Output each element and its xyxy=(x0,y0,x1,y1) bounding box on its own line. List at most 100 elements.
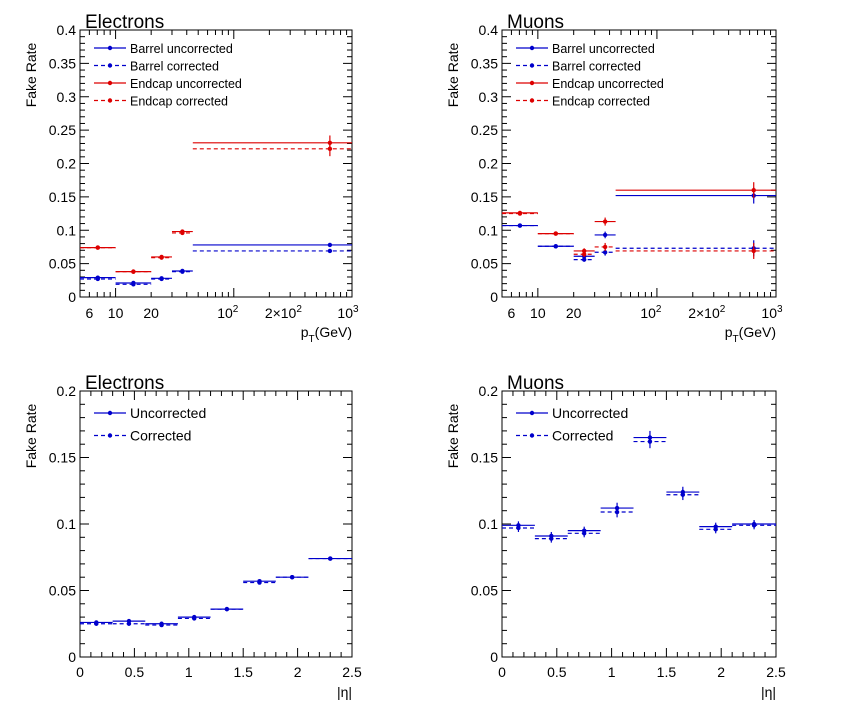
chart-3: 0 0.05 0.1 0.15 0.2 0 0.5 1 1.5 2 2.5 Muons Fake Rat… xyxy=(445,373,786,700)
y-axis-label: Fake Rate xyxy=(445,403,461,468)
y-tick-label: 0.3 xyxy=(57,89,77,105)
chart-2: 0 0.05 0.1 0.15 0.2 0 0.5 1 1.5 2 2.5 Electrons Fake… xyxy=(23,373,362,700)
data-point xyxy=(680,492,686,497)
x-tick-label: 103 xyxy=(761,304,783,321)
data-point xyxy=(581,257,587,262)
data-point xyxy=(751,248,756,254)
x-tick-label: 2×102 xyxy=(688,304,726,321)
y-tick-label: 0.4 xyxy=(57,22,77,38)
y-tick-label: 0.1 xyxy=(57,516,77,532)
chart-title: Muons xyxy=(507,12,564,33)
series-barrel-uncorrected xyxy=(80,242,352,286)
data-point xyxy=(581,252,587,257)
x-tick-label: 6 xyxy=(508,305,516,321)
data-point xyxy=(582,531,587,536)
series-layer xyxy=(502,182,776,262)
x-tick-label: 0.5 xyxy=(547,664,567,680)
x-tick-label: 2.5 xyxy=(766,664,786,680)
data-point xyxy=(713,527,718,532)
x-tick-label: 20 xyxy=(143,305,159,321)
y-tick-label: 0.25 xyxy=(471,122,498,138)
data-point xyxy=(192,616,197,621)
data-point xyxy=(517,223,523,228)
y-tick-label: 0 xyxy=(68,289,76,305)
data-point xyxy=(327,146,333,152)
y-tick-label: 0.15 xyxy=(49,189,76,205)
legend-marker xyxy=(529,410,535,416)
data-point xyxy=(131,282,136,287)
y-tick-label: 0.15 xyxy=(49,450,76,466)
x-tick-label: 103 xyxy=(337,304,359,321)
chart-0: 0 0.05 0.1 0.15 0.2 0.25 0.3 0.35 0.4 6 10 20 102 2×1… xyxy=(23,12,359,345)
data-point xyxy=(159,255,164,260)
y-tick-label: 0.35 xyxy=(471,55,498,71)
y-tick-label: 0.2 xyxy=(479,156,499,172)
legend-marker xyxy=(107,80,113,86)
x-tick-label: 1.5 xyxy=(233,664,253,680)
data-point xyxy=(159,622,164,628)
series-layer xyxy=(80,556,352,628)
x-tick-label: 102 xyxy=(640,304,662,321)
data-point xyxy=(328,556,333,561)
data-point xyxy=(614,509,620,515)
legend: Uncorrected Corrected xyxy=(94,405,206,444)
data-point xyxy=(95,245,100,250)
legend: Barrel uncorrected Barrel corrected Endcap… xyxy=(516,42,664,109)
data-point xyxy=(647,439,653,444)
chart-title: Muons xyxy=(507,373,564,394)
y-tick-label: 0.25 xyxy=(49,122,76,138)
series-corrected xyxy=(80,556,352,628)
x-tick-label: 20 xyxy=(566,305,582,321)
y-tick-label: 0.05 xyxy=(49,583,76,599)
x-axis-label: pT(GeV) xyxy=(725,324,776,345)
y-tick-label: 0.1 xyxy=(479,222,499,238)
x-tick-label: 6 xyxy=(85,305,93,321)
series-corrected xyxy=(502,434,776,543)
y-tick-label: 0 xyxy=(490,289,498,305)
legend-label: Endcap uncorrected xyxy=(130,77,242,91)
data-point xyxy=(180,269,185,274)
y-tick-label: 0 xyxy=(490,649,498,665)
legend-label: Corrected xyxy=(552,428,613,444)
y-tick-label: 0.2 xyxy=(57,383,77,399)
legend-marker xyxy=(107,63,113,68)
legend-marker xyxy=(107,45,113,51)
data-point xyxy=(602,244,608,250)
y-tick-label: 0.1 xyxy=(57,222,77,238)
chart-title: Electrons xyxy=(85,12,164,33)
legend-label: Uncorrected xyxy=(130,405,206,421)
y-axis-label: Fake Rate xyxy=(23,403,39,468)
y-tick-label: 0 xyxy=(68,649,76,665)
legend-marker xyxy=(529,98,535,103)
y-tick-label: 0.4 xyxy=(479,22,499,38)
series-layer xyxy=(502,430,776,543)
series-layer xyxy=(80,135,352,287)
data-point xyxy=(517,211,523,216)
data-point xyxy=(327,242,333,248)
x-axis-label: |η| xyxy=(761,684,776,700)
x-tick-label: 2 xyxy=(717,664,725,680)
legend-label: Barrel uncorrected xyxy=(130,42,233,56)
x-tick-label: 102 xyxy=(217,304,239,321)
x-tick-label: 1 xyxy=(185,664,193,680)
chart-title: Electrons xyxy=(85,373,164,394)
series-endcap-corrected xyxy=(80,141,352,274)
data-point xyxy=(94,621,99,626)
data-point xyxy=(581,248,587,254)
plot-frame xyxy=(79,390,353,658)
y-tick-label: 0.3 xyxy=(479,89,499,105)
data-point xyxy=(95,276,100,282)
series-endcap-corrected xyxy=(502,211,776,259)
x-tick-label: 1 xyxy=(608,664,616,680)
series-endcap-uncorrected xyxy=(502,182,776,254)
x-tick-label: 10 xyxy=(108,305,124,321)
legend-marker xyxy=(107,98,113,103)
legend-label: Corrected xyxy=(130,428,191,444)
x-tick-label: 0 xyxy=(76,664,84,680)
series-endcap-uncorrected xyxy=(80,135,352,274)
chart-1: 0 0.05 0.1 0.15 0.2 0.25 0.3 0.35 0.4 6 10 20 102 2×1… xyxy=(445,12,783,345)
data-point xyxy=(602,250,608,255)
y-tick-label: 0.05 xyxy=(49,256,76,272)
legend-marker xyxy=(107,433,113,438)
